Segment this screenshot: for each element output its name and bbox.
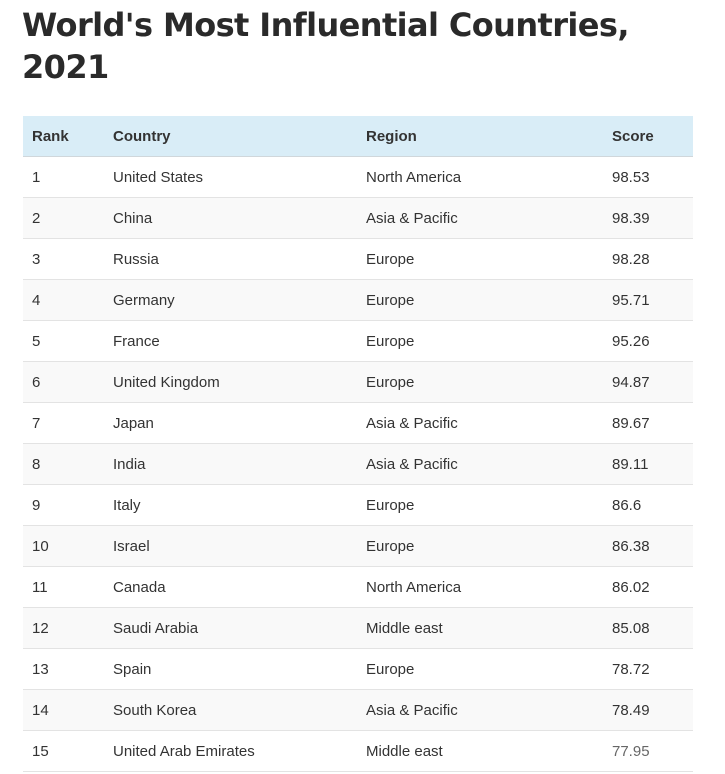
table-row: 6 United Kingdom Europe 94.87 — [23, 361, 693, 403]
rank-cell: 12 — [23, 607, 113, 649]
rank-cell: 7 — [23, 402, 113, 444]
header-rank: Rank — [23, 116, 113, 157]
rank-cell: 10 — [23, 525, 113, 567]
table-header-row: Rank Country Region Score — [23, 116, 693, 157]
rank-cell: 11 — [23, 566, 113, 608]
table-row: 11 Canada North America 86.02 — [23, 566, 693, 608]
score-cell: 86.6 — [612, 484, 693, 526]
region-cell: Europe — [366, 320, 612, 362]
region-cell: Europe — [366, 238, 612, 280]
country-cell: France — [113, 320, 366, 362]
region-cell: Europe — [366, 484, 612, 526]
region-cell: Asia & Pacific — [366, 197, 612, 239]
rankings-table-container: Rank Country Region Score 1 United State… — [23, 116, 693, 772]
country-cell: United Kingdom — [113, 361, 366, 403]
rank-cell: 8 — [23, 443, 113, 485]
region-cell: Asia & Pacific — [366, 402, 612, 444]
table-row: 10 Israel Europe 86.38 — [23, 525, 693, 567]
rank-cell: 4 — [23, 279, 113, 321]
rankings-table: Rank Country Region Score 1 United State… — [23, 116, 693, 772]
score-cell: 94.87 — [612, 361, 693, 403]
table-row: 3 Russia Europe 98.28 — [23, 238, 693, 280]
region-cell: Europe — [366, 648, 612, 690]
country-cell: Russia — [113, 238, 366, 280]
country-cell: United Arab Emirates — [113, 730, 366, 772]
rank-cell: 5 — [23, 320, 113, 362]
country-cell: Saudi Arabia — [113, 607, 366, 649]
table-row: 15 United Arab Emirates Middle east 77.9… — [23, 730, 693, 772]
table-row: 12 Saudi Arabia Middle east 85.08 — [23, 607, 693, 649]
score-cell: 86.38 — [612, 525, 693, 567]
rank-cell: 2 — [23, 197, 113, 239]
region-cell: Europe — [366, 361, 612, 403]
table-row: 8 India Asia & Pacific 89.11 — [23, 443, 693, 485]
region-cell: Europe — [366, 279, 612, 321]
score-cell: 98.53 — [612, 156, 693, 198]
score-cell: 95.26 — [612, 320, 693, 362]
score-cell: 78.72 — [612, 648, 693, 690]
table-row: 1 United States North America 98.53 — [23, 156, 693, 198]
table-row: 7 Japan Asia & Pacific 89.67 — [23, 402, 693, 444]
region-cell: Middle east — [366, 607, 612, 649]
country-cell: South Korea — [113, 689, 366, 731]
score-cell: 89.11 — [612, 443, 693, 485]
region-cell: North America — [366, 156, 612, 198]
table-row: 2 China Asia & Pacific 98.39 — [23, 197, 693, 239]
region-cell: Asia & Pacific — [366, 443, 612, 485]
score-cell: 77.95 — [612, 730, 693, 772]
table-row: 4 Germany Europe 95.71 — [23, 279, 693, 321]
country-cell: Israel — [113, 525, 366, 567]
table-row: 14 South Korea Asia & Pacific 78.49 — [23, 689, 693, 731]
score-cell: 98.28 — [612, 238, 693, 280]
header-country: Country — [113, 116, 366, 157]
country-cell: Japan — [113, 402, 366, 444]
score-cell: 95.71 — [612, 279, 693, 321]
header-score: Score — [612, 116, 693, 157]
score-cell: 86.02 — [612, 566, 693, 608]
rank-cell: 1 — [23, 156, 113, 198]
score-cell: 78.49 — [612, 689, 693, 731]
rank-cell: 13 — [23, 648, 113, 690]
page-title: World's Most Influential Countries, 2021 — [22, 6, 630, 86]
rank-cell: 3 — [23, 238, 113, 280]
rank-cell: 14 — [23, 689, 113, 731]
score-cell: 85.08 — [612, 607, 693, 649]
score-cell: 98.39 — [612, 197, 693, 239]
country-cell: Germany — [113, 279, 366, 321]
header-region: Region — [366, 116, 612, 157]
table-row: 5 France Europe 95.26 — [23, 320, 693, 362]
table-row: 9 Italy Europe 86.6 — [23, 484, 693, 526]
region-cell: Middle east — [366, 730, 612, 772]
table-row: 13 Spain Europe 78.72 — [23, 648, 693, 690]
region-cell: North America — [366, 566, 612, 608]
rank-cell: 15 — [23, 730, 113, 772]
country-cell: India — [113, 443, 366, 485]
country-cell: Italy — [113, 484, 366, 526]
rank-cell: 9 — [23, 484, 113, 526]
country-cell: China — [113, 197, 366, 239]
country-cell: United States — [113, 156, 366, 198]
rank-cell: 6 — [23, 361, 113, 403]
country-cell: Spain — [113, 648, 366, 690]
region-cell: Asia & Pacific — [366, 689, 612, 731]
region-cell: Europe — [366, 525, 612, 567]
score-cell: 89.67 — [612, 402, 693, 444]
country-cell: Canada — [113, 566, 366, 608]
